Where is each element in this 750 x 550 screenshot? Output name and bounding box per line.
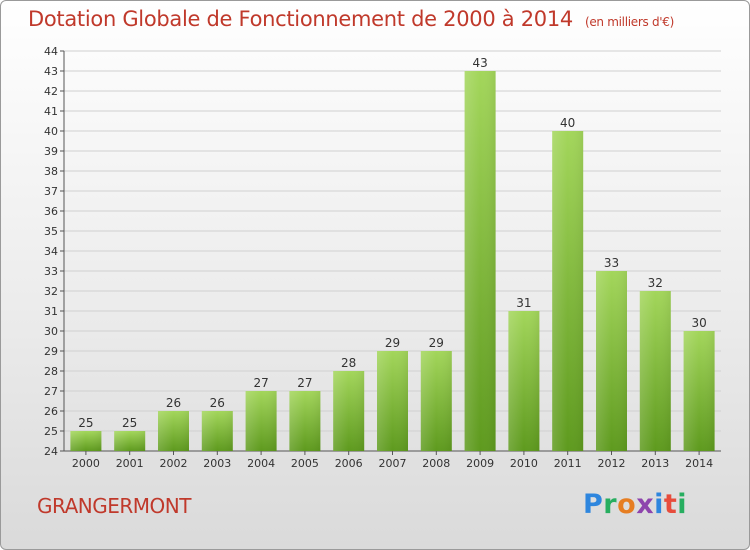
- bar-shine: [333, 371, 365, 451]
- place-name: GRANGERMONT: [37, 494, 191, 518]
- x-tick-label: 2013: [641, 457, 669, 470]
- data-label: 27: [297, 376, 312, 390]
- y-tick-label: 35: [44, 225, 58, 238]
- chart-title-text: Dotation Globale de Fonctionnement de 20…: [28, 7, 573, 31]
- data-label: 25: [122, 416, 137, 430]
- proxiti-logo[interactable]: Proxiti: [583, 489, 687, 520]
- bar-shine: [114, 431, 146, 451]
- bar-shine: [639, 291, 671, 451]
- x-tick-label: 2014: [685, 457, 713, 470]
- logo-letter: o: [617, 489, 637, 520]
- y-tick-label: 34: [44, 245, 58, 258]
- x-tick-label: 2002: [160, 457, 188, 470]
- bar-shine: [201, 411, 233, 451]
- y-tick-label: 39: [44, 145, 58, 158]
- x-tick-label: 2004: [247, 457, 275, 470]
- bar-shine: [289, 391, 321, 451]
- y-tick-label: 27: [44, 385, 58, 398]
- x-tick-label: 2012: [598, 457, 626, 470]
- data-label: 26: [210, 396, 225, 410]
- logo-letter: x: [636, 489, 655, 520]
- y-tick-label: 30: [44, 325, 58, 338]
- y-tick-label: 41: [44, 105, 58, 118]
- x-tick-label: 2009: [466, 457, 494, 470]
- y-tick-label: 33: [44, 265, 58, 278]
- x-tick-label: 2008: [422, 457, 450, 470]
- data-label: 25: [78, 416, 93, 430]
- logo-letter: i: [654, 489, 664, 520]
- y-tick-label: 44: [44, 45, 58, 58]
- x-tick-label: 2000: [72, 457, 100, 470]
- logo-letter: P: [583, 489, 604, 520]
- y-tick-label: 29: [44, 345, 58, 358]
- data-label: 30: [691, 316, 706, 330]
- data-label: 43: [472, 56, 487, 70]
- y-tick-label: 40: [44, 125, 58, 138]
- y-tick-label: 26: [44, 405, 58, 418]
- y-tick-label: 24: [44, 445, 58, 458]
- x-tick-label: 2011: [554, 457, 582, 470]
- bar-shine: [420, 351, 452, 451]
- y-tick-label: 37: [44, 185, 58, 198]
- data-label: 29: [429, 336, 444, 350]
- x-tick-label: 2007: [379, 457, 407, 470]
- y-tick-label: 31: [44, 305, 58, 318]
- labels: 25 2000 25 2001 26 2002 26 2003 27 2004 27 2005 28 20…: [72, 56, 713, 470]
- data-label: 26: [166, 396, 181, 410]
- x-tick-label: 2010: [510, 457, 538, 470]
- data-label: 33: [604, 256, 619, 270]
- y-tick-label: 43: [44, 65, 58, 78]
- bars: [70, 71, 715, 451]
- data-label: 31: [516, 296, 531, 310]
- logo-letter: r: [603, 489, 618, 520]
- bar-shine: [377, 351, 408, 451]
- bar-shine: [508, 311, 540, 451]
- y-tick-label: 32: [44, 285, 58, 298]
- y-tick-label: 28: [44, 365, 58, 378]
- y-tick-label: 42: [44, 85, 58, 98]
- bar-shine: [245, 391, 277, 451]
- bar-shine: [464, 71, 496, 451]
- logo-letter: i: [677, 489, 688, 520]
- x-tick-label: 2005: [291, 457, 319, 470]
- bar-shine: [683, 331, 715, 451]
- data-label: 32: [648, 276, 663, 290]
- data-label: 28: [341, 356, 356, 370]
- bar-shine: [596, 271, 627, 451]
- x-tick-label: 2003: [203, 457, 231, 470]
- x-tick-label: 2006: [335, 457, 363, 470]
- x-tick-label: 2001: [116, 457, 144, 470]
- data-label: 29: [385, 336, 400, 350]
- chart-title: Dotation Globale de Fonctionnement de 20…: [28, 7, 674, 31]
- bar-shine: [552, 131, 584, 451]
- y-tick-label: 38: [44, 165, 58, 178]
- bar-shine: [70, 431, 102, 451]
- logo-letter: t: [663, 489, 678, 520]
- y-tick-label: 25: [44, 425, 58, 438]
- y-tick-label: 36: [44, 205, 58, 218]
- data-label: 27: [253, 376, 268, 390]
- bar-shine: [158, 411, 189, 451]
- data-label: 40: [560, 116, 575, 130]
- chart-subtitle: (en milliers d'€): [584, 15, 674, 29]
